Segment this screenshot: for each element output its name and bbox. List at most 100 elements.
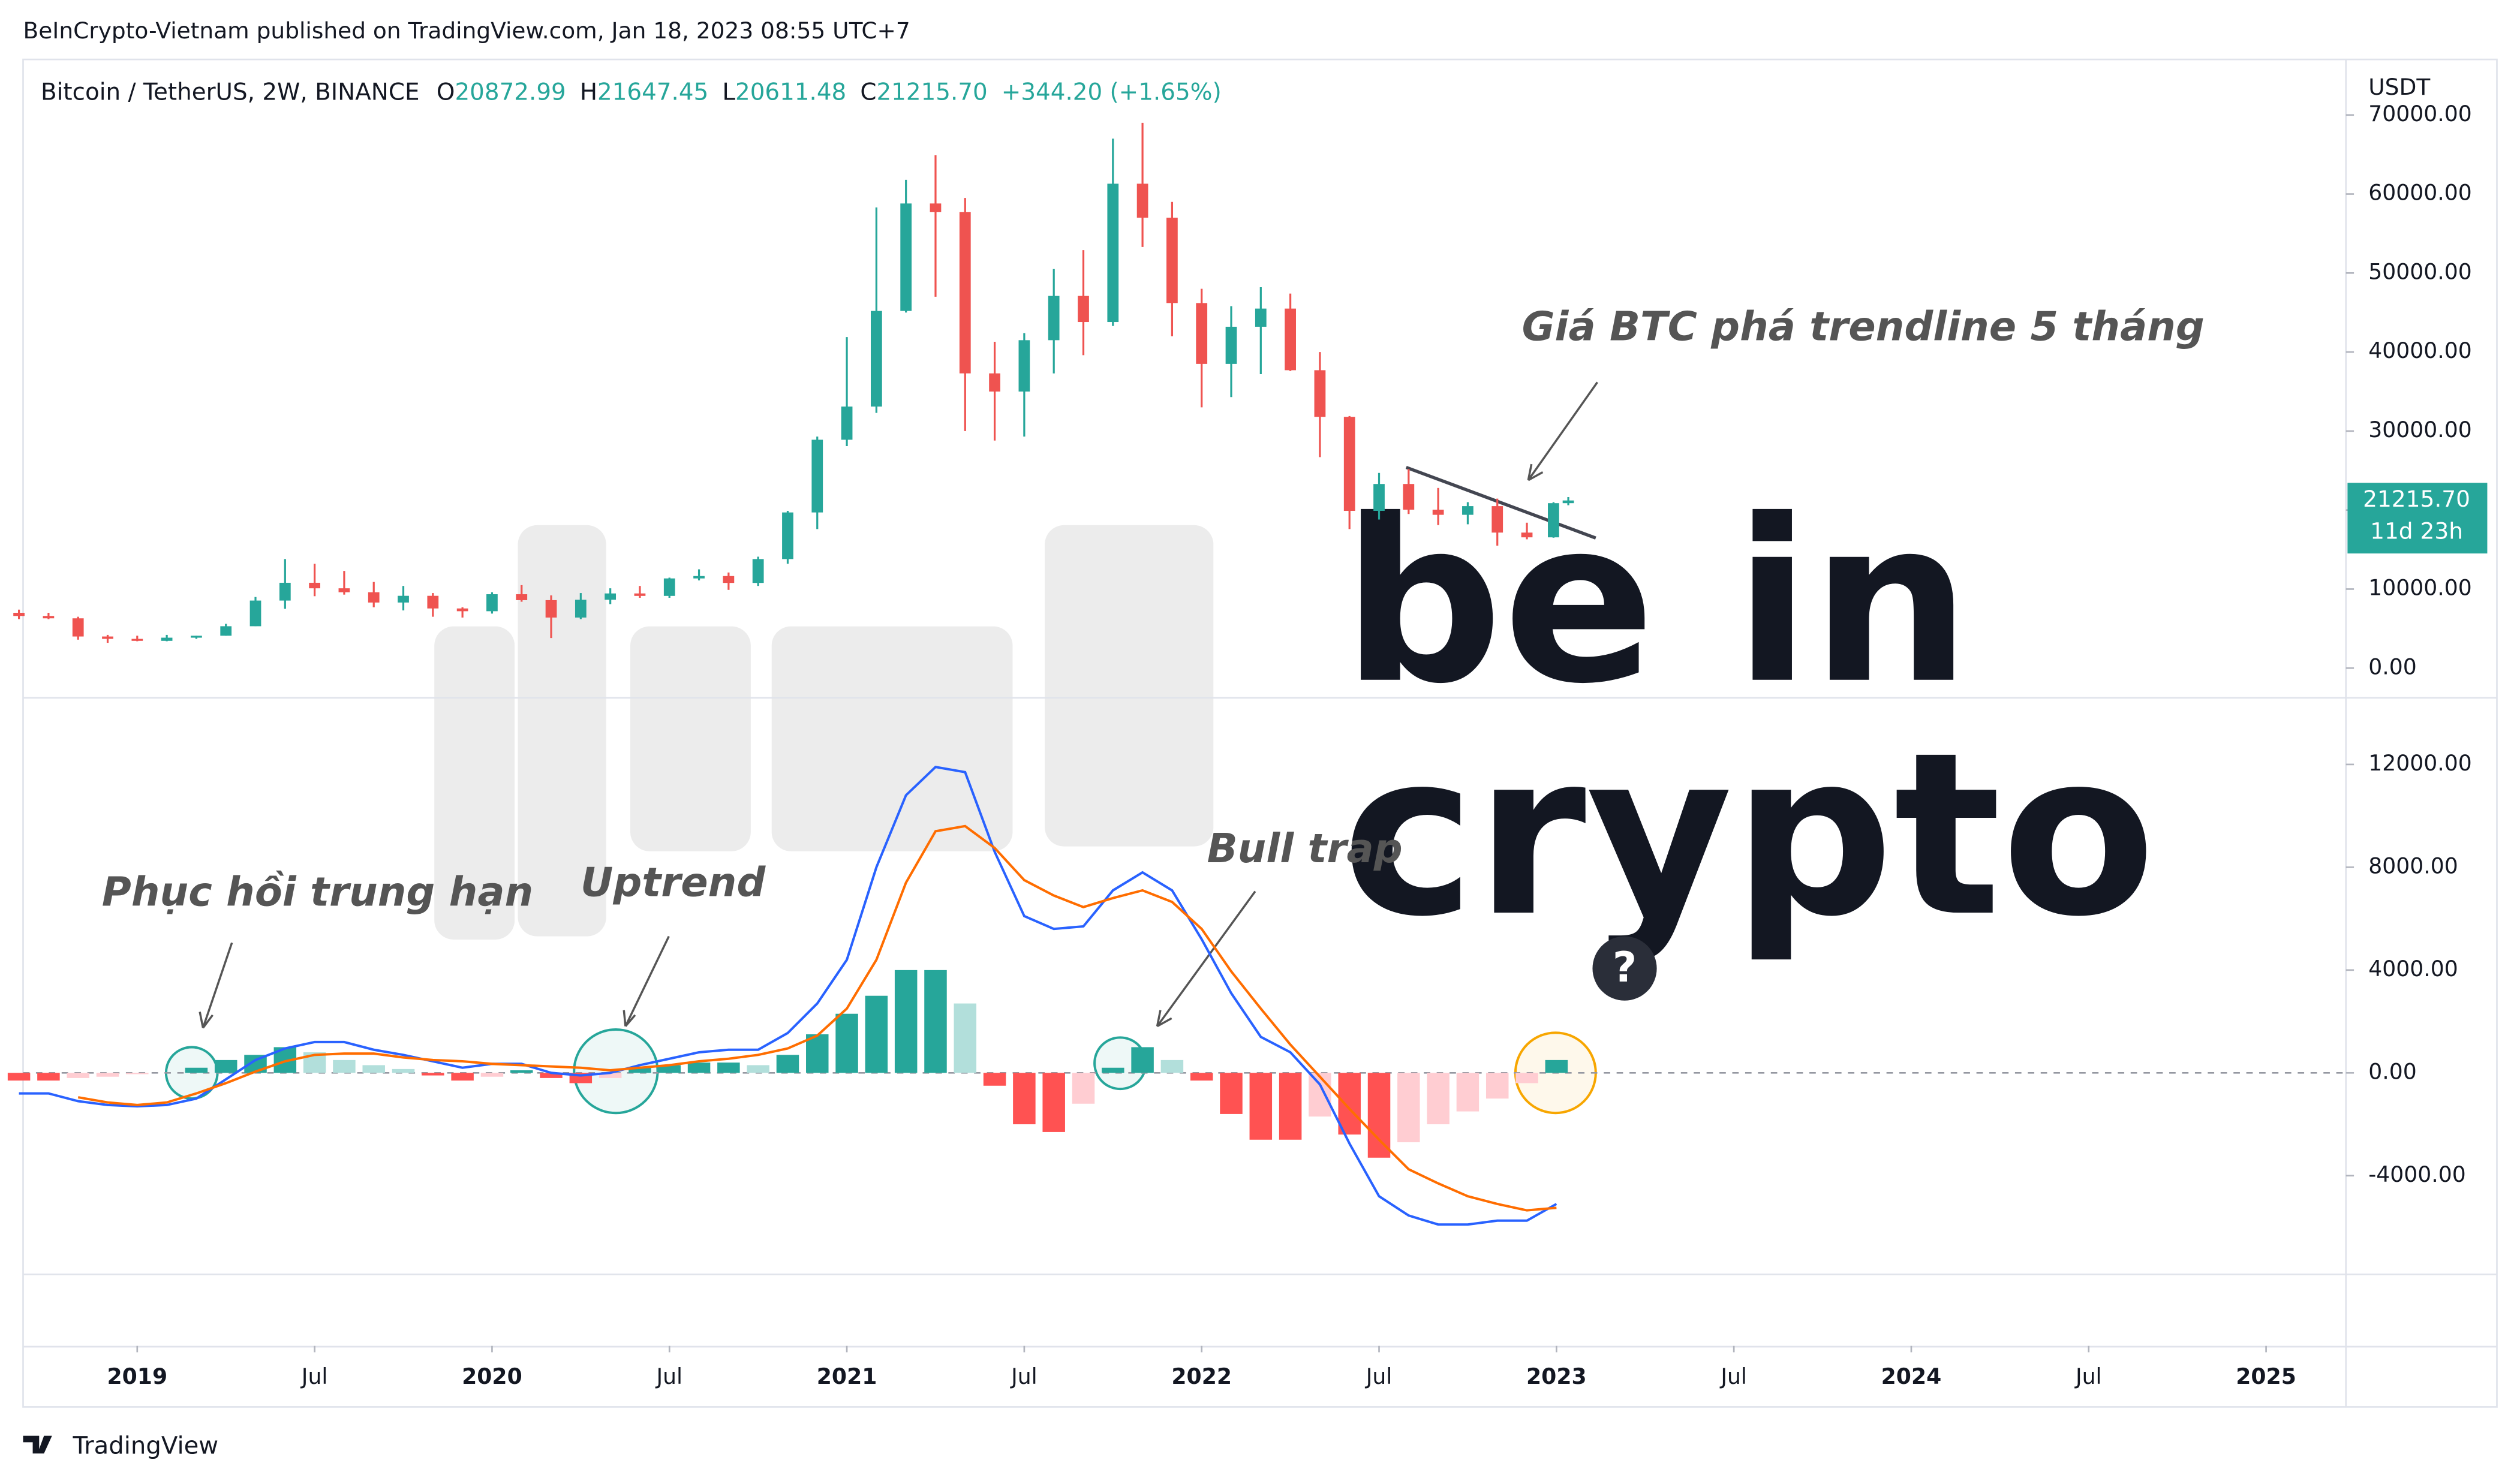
- candle-body: [191, 636, 202, 638]
- candle-body: [930, 203, 942, 212]
- candle-body: [575, 600, 587, 618]
- ohlc-value: 21647.45: [597, 79, 708, 106]
- candle-body: [1403, 484, 1415, 510]
- y-tick-label: 60000.00: [2368, 180, 2472, 206]
- macd-line: [77, 824, 1557, 1212]
- histogram-bar: [96, 1073, 119, 1077]
- histogram-bar: [865, 995, 888, 1073]
- candle-body: [663, 578, 675, 596]
- histogram-bar: [185, 1067, 208, 1073]
- annotation: Giá BTC phá trendline 5 tháng: [1522, 303, 2205, 350]
- candle-body: [427, 595, 439, 609]
- plot: 0.0010000.0020000.0030000.0040000.005000…: [7, 101, 2488, 1389]
- trendline: [1405, 465, 1596, 540]
- x-tick-label: 2022: [1171, 1363, 1232, 1389]
- candle-body: [249, 600, 261, 627]
- currency: USDT: [2368, 74, 2431, 100]
- candle-body: [456, 608, 468, 612]
- candle-body: [1548, 503, 1559, 538]
- histogram-bar: [480, 1073, 504, 1077]
- candle-body: [220, 626, 232, 636]
- last-price: 21215.70: [2363, 486, 2470, 512]
- question-mark: ?: [1613, 943, 1637, 992]
- candle-body: [1562, 500, 1574, 504]
- histogram-bar: [1545, 1059, 1568, 1073]
- candle-body: [1462, 506, 1473, 515]
- chart-frame: [22, 58, 2498, 1408]
- histogram-bar: [37, 1073, 60, 1081]
- candle-body: [1521, 532, 1533, 538]
- candle-body: [516, 594, 528, 600]
- ohlc-label: O: [437, 79, 455, 106]
- arrows: [199, 381, 1598, 1029]
- y-tick-label: 4000.00: [2368, 956, 2458, 982]
- histogram-bar: [747, 1065, 769, 1073]
- candle-body: [959, 212, 971, 374]
- change: +344.20 (+1.65%): [1002, 79, 1222, 106]
- histogram-bar: [1220, 1073, 1243, 1114]
- candle-body: [1048, 296, 1060, 341]
- brand-logo: [23, 1435, 52, 1454]
- candle-body: [161, 637, 173, 641]
- candle-body: [811, 440, 823, 513]
- x-tick-label: 2023: [1526, 1363, 1587, 1389]
- candle-body: [1343, 417, 1355, 511]
- y-tick-label: 0.00: [2368, 654, 2417, 679]
- histogram-bar: [362, 1065, 385, 1073]
- histogram-bar: [1338, 1073, 1361, 1135]
- histogram-bar: [1515, 1073, 1538, 1083]
- histogram-bar: [7, 1073, 31, 1081]
- ohlc-label: H: [580, 79, 597, 106]
- histogram-bar: [214, 1059, 237, 1073]
- histogram-bar: [599, 1073, 622, 1078]
- histogram-bar: [1160, 1059, 1184, 1073]
- brand: TradingView: [23, 1432, 218, 1459]
- histogram-bar: [1102, 1067, 1124, 1073]
- histogram-bar: [67, 1073, 89, 1078]
- histogram-bar: [126, 1073, 149, 1074]
- ohlc-label: L: [722, 79, 735, 106]
- histogram-bar: [540, 1073, 563, 1078]
- candle-body: [693, 576, 705, 579]
- candle-body: [1196, 303, 1208, 364]
- candle-body: [368, 592, 380, 603]
- x-tick-label: Jul: [655, 1363, 682, 1389]
- candle-body: [723, 576, 735, 583]
- y-tick-label: -4000.00: [2368, 1161, 2466, 1187]
- y-tick-label: 10000.00: [2368, 574, 2472, 600]
- x-tick-label: Jul: [300, 1363, 328, 1389]
- published-note: BeInCrypto-Vietnam published on TradingV…: [23, 17, 910, 44]
- histogram-bar: [1072, 1073, 1095, 1104]
- candle-body: [1107, 183, 1119, 323]
- histogram-bar: [510, 1070, 533, 1073]
- last-price-box: [2347, 483, 2488, 554]
- ohlc-label: C: [860, 79, 876, 106]
- y-tick-label: 0.00: [2368, 1058, 2417, 1084]
- candle-body: [545, 600, 557, 618]
- candle-body: [1491, 506, 1503, 533]
- histogram-bar: [1427, 1073, 1450, 1125]
- histogram-bar: [1485, 1073, 1509, 1099]
- watermark-text: be in: [1342, 472, 1971, 733]
- y-tick-label: 70000.00: [2368, 101, 2472, 127]
- candle-body: [605, 593, 617, 600]
- x-tick-label: Jul: [2074, 1363, 2102, 1389]
- x-tick-label: 2025: [2236, 1363, 2296, 1389]
- candle-body: [309, 582, 320, 589]
- logo-part: [434, 626, 515, 940]
- histogram-bar: [333, 1059, 356, 1073]
- candle-body: [782, 512, 793, 559]
- histogram-bar: [392, 1068, 415, 1073]
- x-tick-label: 2020: [462, 1363, 522, 1389]
- candle-body: [1166, 218, 1178, 303]
- logo-part: [518, 525, 606, 937]
- candle-body: [279, 582, 291, 601]
- logo-part: [630, 626, 751, 851]
- histogram-bar: [954, 1003, 977, 1073]
- candle-body: [13, 613, 25, 616]
- candle-body: [1078, 296, 1089, 323]
- question-badge: [1592, 936, 1657, 1001]
- histogram-bar: [1190, 1073, 1213, 1081]
- histogram-bar: [894, 970, 918, 1073]
